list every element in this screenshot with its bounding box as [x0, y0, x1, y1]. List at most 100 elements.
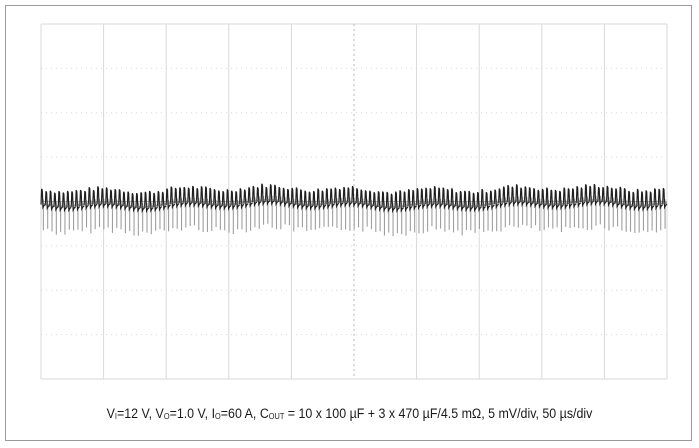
vi-symbol: V: [106, 406, 115, 421]
ripple-cycle: [398, 190, 405, 213]
ripple-cycle: [597, 186, 603, 207]
ripple-cycle: [610, 187, 616, 208]
ripple-cycle: [428, 188, 435, 209]
ripple-cycle: [247, 187, 253, 209]
ripple-cycle: [437, 187, 443, 210]
cout-value: = 10 x 100 µF + 3 x 470 µF/4.5 mΩ, 5 mV/…: [284, 406, 593, 421]
ripple-cycle: [342, 186, 348, 208]
ripple-cycle: [381, 191, 387, 213]
ripple-cycle: [454, 192, 461, 212]
ripple-cycle: [558, 190, 564, 211]
ripple-cycle: [359, 189, 366, 209]
io-value: =60 A,: [220, 406, 260, 421]
ripple-cycle: [165, 188, 171, 211]
ripple-cycle: [403, 191, 409, 213]
ripple-cycle: [480, 188, 487, 212]
ripple-cycle: [269, 184, 275, 207]
ripple-cycle: [295, 187, 301, 210]
ripple-cycle: [113, 188, 120, 210]
ripple-baseline: [40, 198, 668, 208]
ripple-cycle: [636, 188, 642, 212]
ripple-cycle: [308, 191, 314, 211]
ripple-cycle: [156, 190, 163, 212]
ripple-cycle: [364, 190, 370, 210]
ripple-cycle: [575, 186, 582, 209]
ripple-cycle: [122, 191, 128, 212]
ripple-cycle: [588, 185, 594, 207]
ripple-cycle: [74, 189, 81, 212]
ripple-cycle: [321, 190, 327, 211]
ripple-cycle: [584, 184, 590, 207]
io-symbol: I: [211, 406, 216, 421]
ripple-cycle: [338, 188, 344, 209]
ripple-cycle: [571, 188, 577, 209]
ripple-cycle: [653, 188, 659, 211]
ripple-cycle: [109, 189, 115, 210]
io-subscript: O: [215, 412, 221, 421]
ripple-cycle: [545, 187, 551, 211]
ripple-cycle: [416, 188, 422, 211]
ripple-cycle: [273, 184, 279, 207]
ripple-cycle: [92, 189, 98, 210]
ripple-cycle: [459, 190, 465, 212]
ripple-cycle: [394, 191, 400, 214]
ripple-cycle: [567, 188, 573, 210]
ripple-cycle: [303, 190, 310, 211]
ripple-cycle: [489, 190, 495, 211]
ripple-cycle: [618, 186, 625, 210]
ripple-cycle: [333, 187, 340, 209]
ripple-cycle: [467, 190, 474, 213]
ripple-cycle: [329, 188, 335, 210]
ripple-cycle: [450, 188, 456, 211]
scope-grid: [40, 23, 668, 380]
ripple-cycle: [601, 186, 607, 207]
ripple-cycle: [476, 191, 482, 213]
ripple-cycle: [191, 185, 197, 208]
ripple-cycle: [53, 192, 59, 212]
ripple-cycle: [299, 189, 305, 211]
ripple-cycle: [493, 189, 499, 210]
ripple-cycle: [178, 187, 184, 209]
ripple-cycle: [549, 189, 556, 211]
ripple-cycle: [221, 190, 228, 211]
cout-symbol: C: [259, 406, 269, 421]
ripple-cycle: [243, 189, 249, 209]
ripple-cycle: [411, 189, 417, 211]
ripple-cycle: [49, 190, 55, 212]
ripple-cycle: [105, 187, 111, 210]
ripple-cycle: [424, 187, 430, 210]
ripple-cycle: [213, 189, 219, 211]
ripple-cycle: [87, 187, 94, 210]
ripple-cycle: [623, 188, 629, 211]
ripple-cycle: [649, 191, 655, 212]
ripple-cycle: [372, 192, 379, 212]
ripple-cycle: [472, 192, 478, 213]
ripple-cycle: [96, 186, 102, 210]
ripple-cycle: [126, 191, 133, 212]
ripple-cycle: [57, 190, 63, 213]
ripple-cycle: [238, 188, 245, 210]
ripple-cycle: [66, 190, 72, 213]
ripple-cycle: [144, 191, 150, 214]
ripple-cycle: [523, 186, 530, 208]
ripple-cycle: [627, 190, 633, 211]
ripple-cycle: [631, 191, 638, 212]
ripple-cycle: [264, 186, 271, 207]
ripple-cycle: [640, 191, 646, 212]
ripple-cycle: [282, 187, 288, 208]
ripple-cycle: [541, 188, 547, 210]
ripple-cycle: [290, 187, 297, 210]
ripple-cycle: [312, 190, 318, 211]
ripple-cycle: [139, 192, 145, 214]
ripple-cycle: [83, 190, 89, 211]
ripple-cycle: [368, 190, 374, 211]
ripple-cycle: [226, 189, 232, 211]
ripple-cycle: [593, 183, 599, 207]
ripple-cycle: [605, 185, 612, 208]
ripple-cycle: [182, 186, 189, 208]
ripple-cycle: [485, 191, 491, 212]
ripple-cycle: [174, 187, 180, 209]
ripple-cycle: [135, 192, 141, 213]
ripple-cycle: [463, 190, 469, 213]
ripple-cycle: [385, 191, 392, 214]
